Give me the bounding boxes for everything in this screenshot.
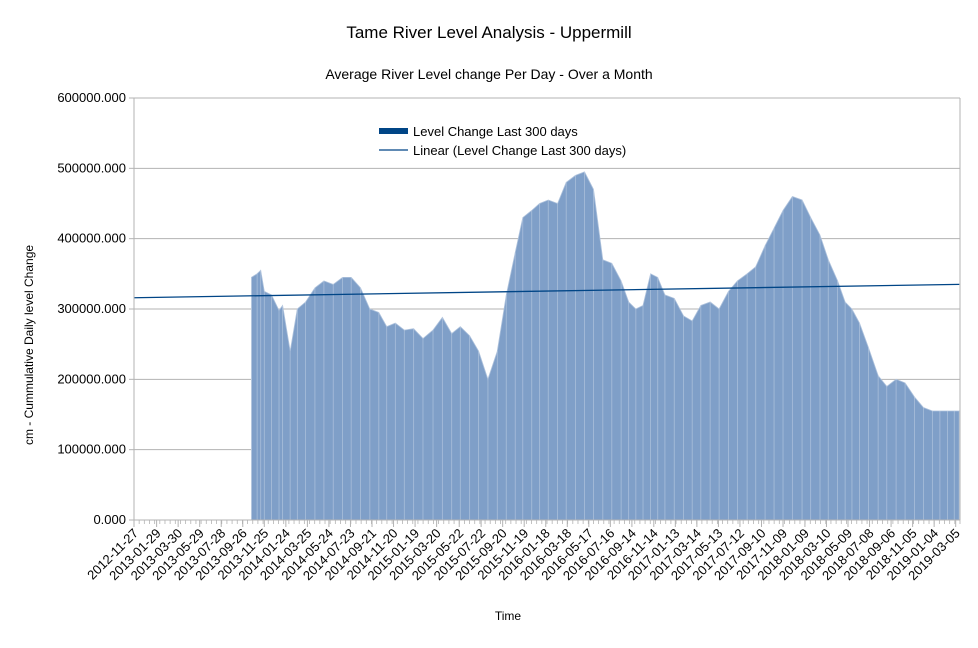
trend-layer [133, 283, 960, 299]
y-tick-label: 0.000 [93, 512, 126, 527]
area-layer [250, 171, 960, 521]
xtick-layer: 2012-11-272013-01-292013-03-302013-05-29… [84, 526, 963, 584]
axis-layer [133, 98, 961, 527]
y-tick-label: 600000.000 [57, 90, 126, 105]
y-axis-label: cm - Cummulative Daily level Change [22, 245, 36, 445]
chart-subtitle: Average River Level change Per Day - Ove… [325, 66, 652, 82]
y-tick-label: 300000.000 [57, 301, 126, 316]
legend: Level Change Last 300 days Linear (Level… [379, 124, 626, 158]
chart-title: Tame River Level Analysis - Uppermill [346, 23, 631, 42]
ytick-layer: 0.000 100000.000 200000.000 300000.000 40000… [57, 90, 126, 527]
y-tick-label: 100000.000 [57, 442, 126, 457]
y-tick-label: 200000.000 [57, 371, 126, 386]
x-axis-label: Time [495, 609, 522, 623]
trend-line [133, 283, 960, 299]
legend-label-area: Level Change Last 300 days [413, 124, 578, 139]
legend-swatch-area [379, 128, 408, 134]
area-series [251, 171, 960, 521]
legend-label-trend: Linear (Level Change Last 300 days) [413, 143, 626, 158]
y-tick-label: 400000.000 [57, 231, 126, 246]
y-tick-label: 500000.000 [57, 160, 126, 175]
